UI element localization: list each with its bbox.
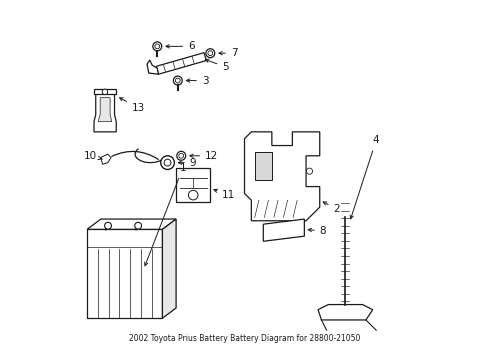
- Text: 9: 9: [178, 158, 196, 168]
- Text: 8: 8: [307, 226, 325, 236]
- Circle shape: [102, 89, 107, 95]
- Polygon shape: [94, 94, 116, 132]
- Circle shape: [177, 151, 185, 160]
- Circle shape: [134, 222, 141, 229]
- Circle shape: [207, 51, 212, 55]
- Text: 4: 4: [349, 135, 379, 219]
- Polygon shape: [244, 132, 319, 221]
- Text: 7: 7: [219, 48, 237, 58]
- Text: 11: 11: [213, 189, 235, 200]
- Polygon shape: [156, 53, 206, 74]
- Polygon shape: [87, 229, 162, 318]
- Polygon shape: [317, 305, 372, 320]
- Text: 1: 1: [144, 163, 186, 266]
- Polygon shape: [176, 168, 210, 202]
- Text: 2: 2: [323, 202, 339, 214]
- Polygon shape: [254, 152, 271, 180]
- Circle shape: [188, 190, 198, 200]
- Polygon shape: [162, 219, 176, 318]
- Text: 13: 13: [120, 98, 144, 113]
- Polygon shape: [263, 219, 304, 241]
- Circle shape: [164, 159, 171, 166]
- Polygon shape: [147, 60, 158, 74]
- Circle shape: [179, 153, 183, 158]
- Polygon shape: [98, 98, 112, 122]
- Polygon shape: [87, 219, 176, 229]
- Circle shape: [161, 156, 174, 170]
- Text: 5: 5: [205, 59, 228, 72]
- Circle shape: [306, 168, 312, 174]
- Text: 6: 6: [165, 41, 194, 51]
- Circle shape: [173, 76, 182, 85]
- Circle shape: [153, 42, 162, 51]
- Circle shape: [175, 78, 180, 83]
- Text: 3: 3: [186, 76, 208, 86]
- Text: 2002 Toyota Prius Battery Battery Diagram for 28800-21050: 2002 Toyota Prius Battery Battery Diagra…: [128, 334, 360, 343]
- Circle shape: [205, 49, 214, 58]
- Text: 10: 10: [83, 151, 102, 161]
- Circle shape: [155, 44, 160, 49]
- Circle shape: [104, 222, 111, 229]
- Polygon shape: [101, 154, 111, 164]
- Polygon shape: [94, 89, 116, 94]
- Text: 12: 12: [189, 151, 218, 161]
